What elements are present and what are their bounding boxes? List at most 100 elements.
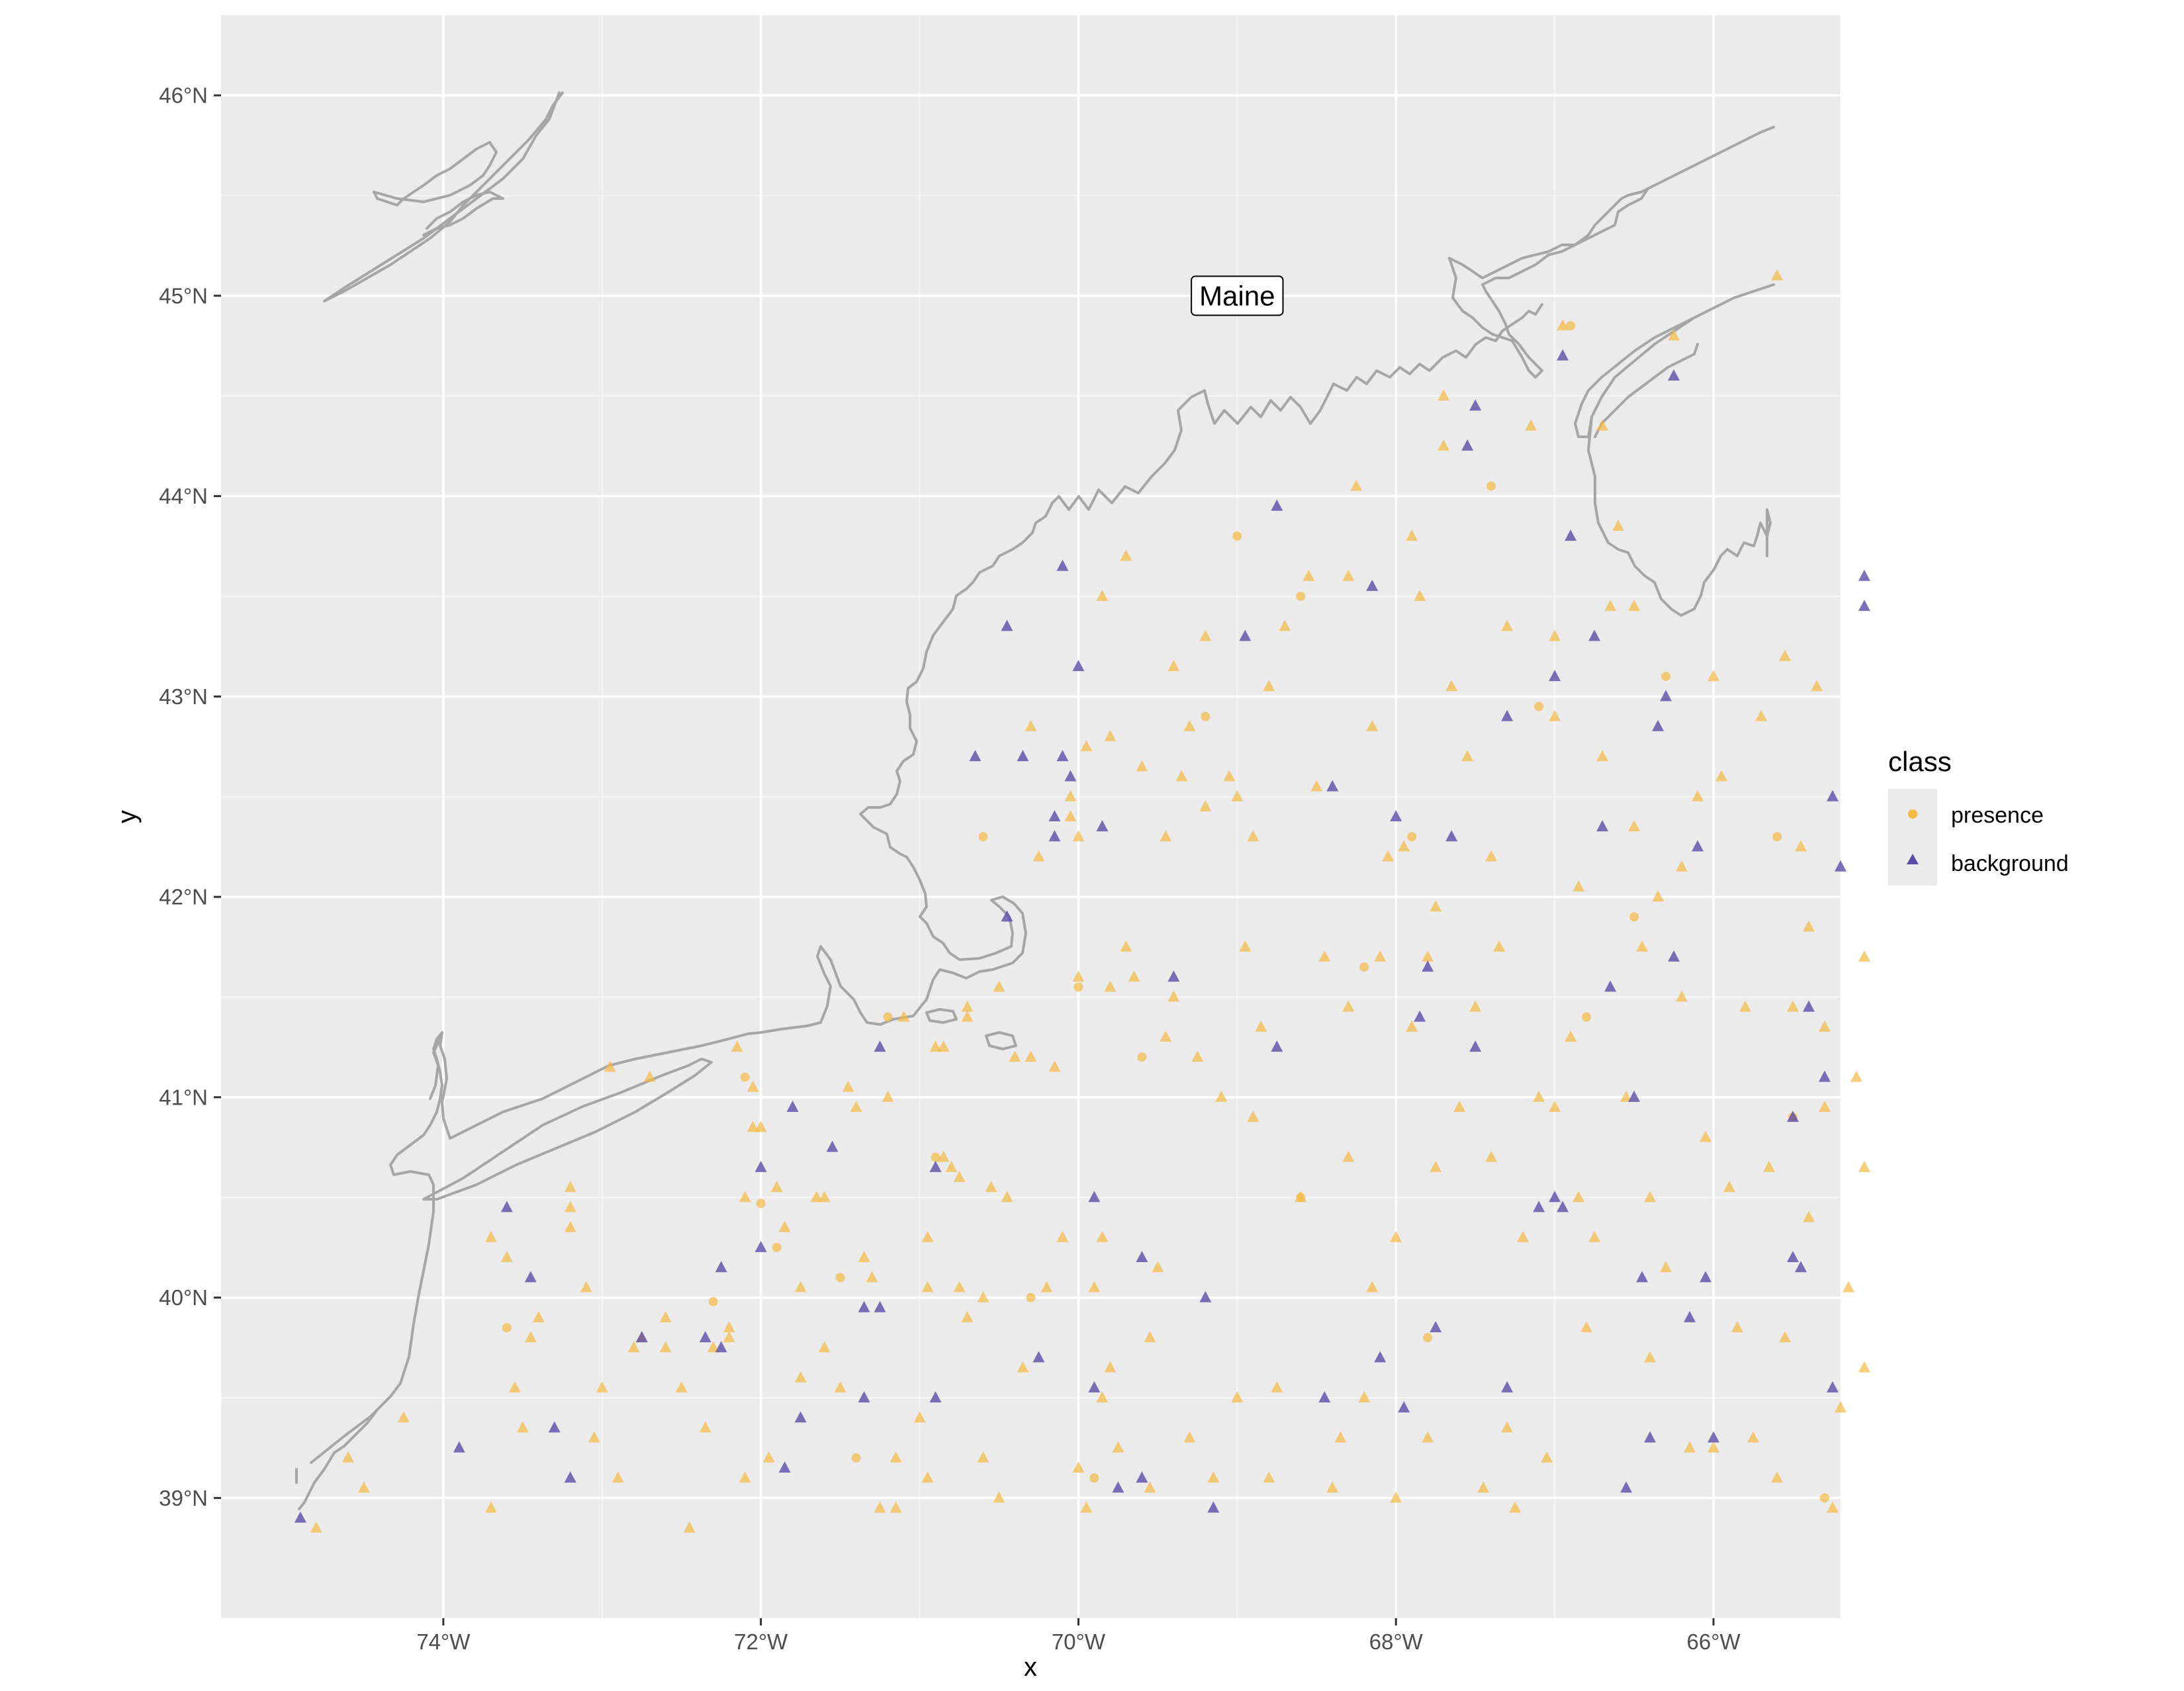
legend-key-background-triangle [1907,854,1919,864]
point-presence [1612,520,1625,531]
point-background [1239,629,1251,641]
point-presence [1334,1431,1347,1443]
point-presence [502,1323,512,1333]
point-presence [1406,529,1418,541]
point-presence [708,1297,718,1306]
point-presence [1779,1331,1792,1343]
point-presence [1747,1431,1760,1443]
point-presence [762,1451,775,1463]
point-presence [977,1291,989,1303]
point-presence [1009,1050,1021,1062]
point-presence [1255,1020,1267,1032]
point-background [858,1391,870,1402]
point-presence [564,1181,576,1193]
point-background [1048,810,1061,821]
point-presence [1350,479,1363,491]
point-presence [937,1150,950,1162]
point-background [826,1140,839,1152]
point-presence [1183,1431,1196,1443]
point-background [754,1160,767,1172]
point-background [1136,1471,1148,1483]
point-presence [484,1501,497,1513]
point-presence [1565,1030,1577,1042]
point-presence [1628,820,1641,832]
point-background [1136,1251,1148,1263]
y-tick-label: 42°N [159,885,208,909]
point-background [1565,529,1577,541]
point-presence [1080,1501,1093,1513]
point-presence [1858,950,1870,962]
point-presence [1137,1052,1147,1062]
point-presence [1676,860,1688,872]
point-presence [1819,1100,1831,1112]
point-presence [1088,1281,1101,1293]
point-presence [1239,940,1251,952]
legend-title: class [1888,746,1952,777]
point-presence [1423,1333,1433,1343]
point-presence [921,1471,934,1483]
point-presence [1382,850,1394,862]
point-presence [357,1481,370,1493]
coastline-st-lawrence [323,91,564,302]
point-presence [1811,680,1823,692]
point-background [1207,1501,1220,1513]
coastline-cobequid [1594,343,1699,438]
point-presence [723,1321,735,1333]
point-presence [977,1451,989,1463]
point-presence [1588,1230,1601,1242]
point-presence [397,1411,410,1423]
point-background [1064,770,1077,782]
point-presence [1779,649,1792,661]
point-background [1032,1351,1045,1363]
point-presence [1644,1351,1657,1363]
point-background [294,1511,306,1523]
point-presence [1271,1381,1283,1393]
point-presence [756,1199,766,1209]
point-presence [810,1191,823,1203]
point-presence [524,1331,537,1343]
point-presence [961,1310,974,1322]
point-presence [740,1072,750,1082]
point-presence [1509,1501,1522,1513]
point-presence [1493,940,1506,952]
point-presence [851,1453,861,1463]
point-presence [1017,1361,1029,1373]
point-presence [1302,569,1315,581]
coastline-gulf-of-maine [1058,303,1543,511]
point-background [1199,1291,1212,1303]
coastline-hudson-estuary [389,1031,451,1176]
point-presence [1596,750,1609,762]
point-presence [1120,549,1132,561]
point-presence [683,1521,696,1533]
point-background [874,1040,886,1052]
point-background [1469,399,1482,411]
point-presence [1310,780,1323,792]
point-background [715,1341,727,1353]
point-presence [945,1160,958,1172]
point-presence [818,1341,831,1353]
point-presence [770,1181,783,1193]
point-background [1271,1040,1283,1052]
coastline [295,91,1775,1510]
point-presence [929,1040,942,1052]
point-presence [953,1281,966,1293]
point-background [699,1331,711,1343]
coastline-cape-cod-islands [925,1008,1017,1050]
point-presence [723,1331,735,1343]
point-presence [747,1120,759,1132]
point-background [1557,1201,1569,1212]
point-presence [1858,1160,1870,1172]
point-background [1501,709,1514,721]
point-presence [1437,439,1450,451]
point-background [1017,750,1029,762]
coastline-new-brunswick [1448,184,1656,279]
point-presence [1676,990,1688,1002]
point-background [1795,1261,1807,1273]
point-background [1827,790,1839,801]
point-background [1001,910,1013,922]
point-background [1414,1010,1426,1022]
point-background [1557,349,1569,361]
point-presence [1112,1441,1124,1453]
point-presence [897,1010,910,1022]
point-presence [1787,1000,1799,1012]
